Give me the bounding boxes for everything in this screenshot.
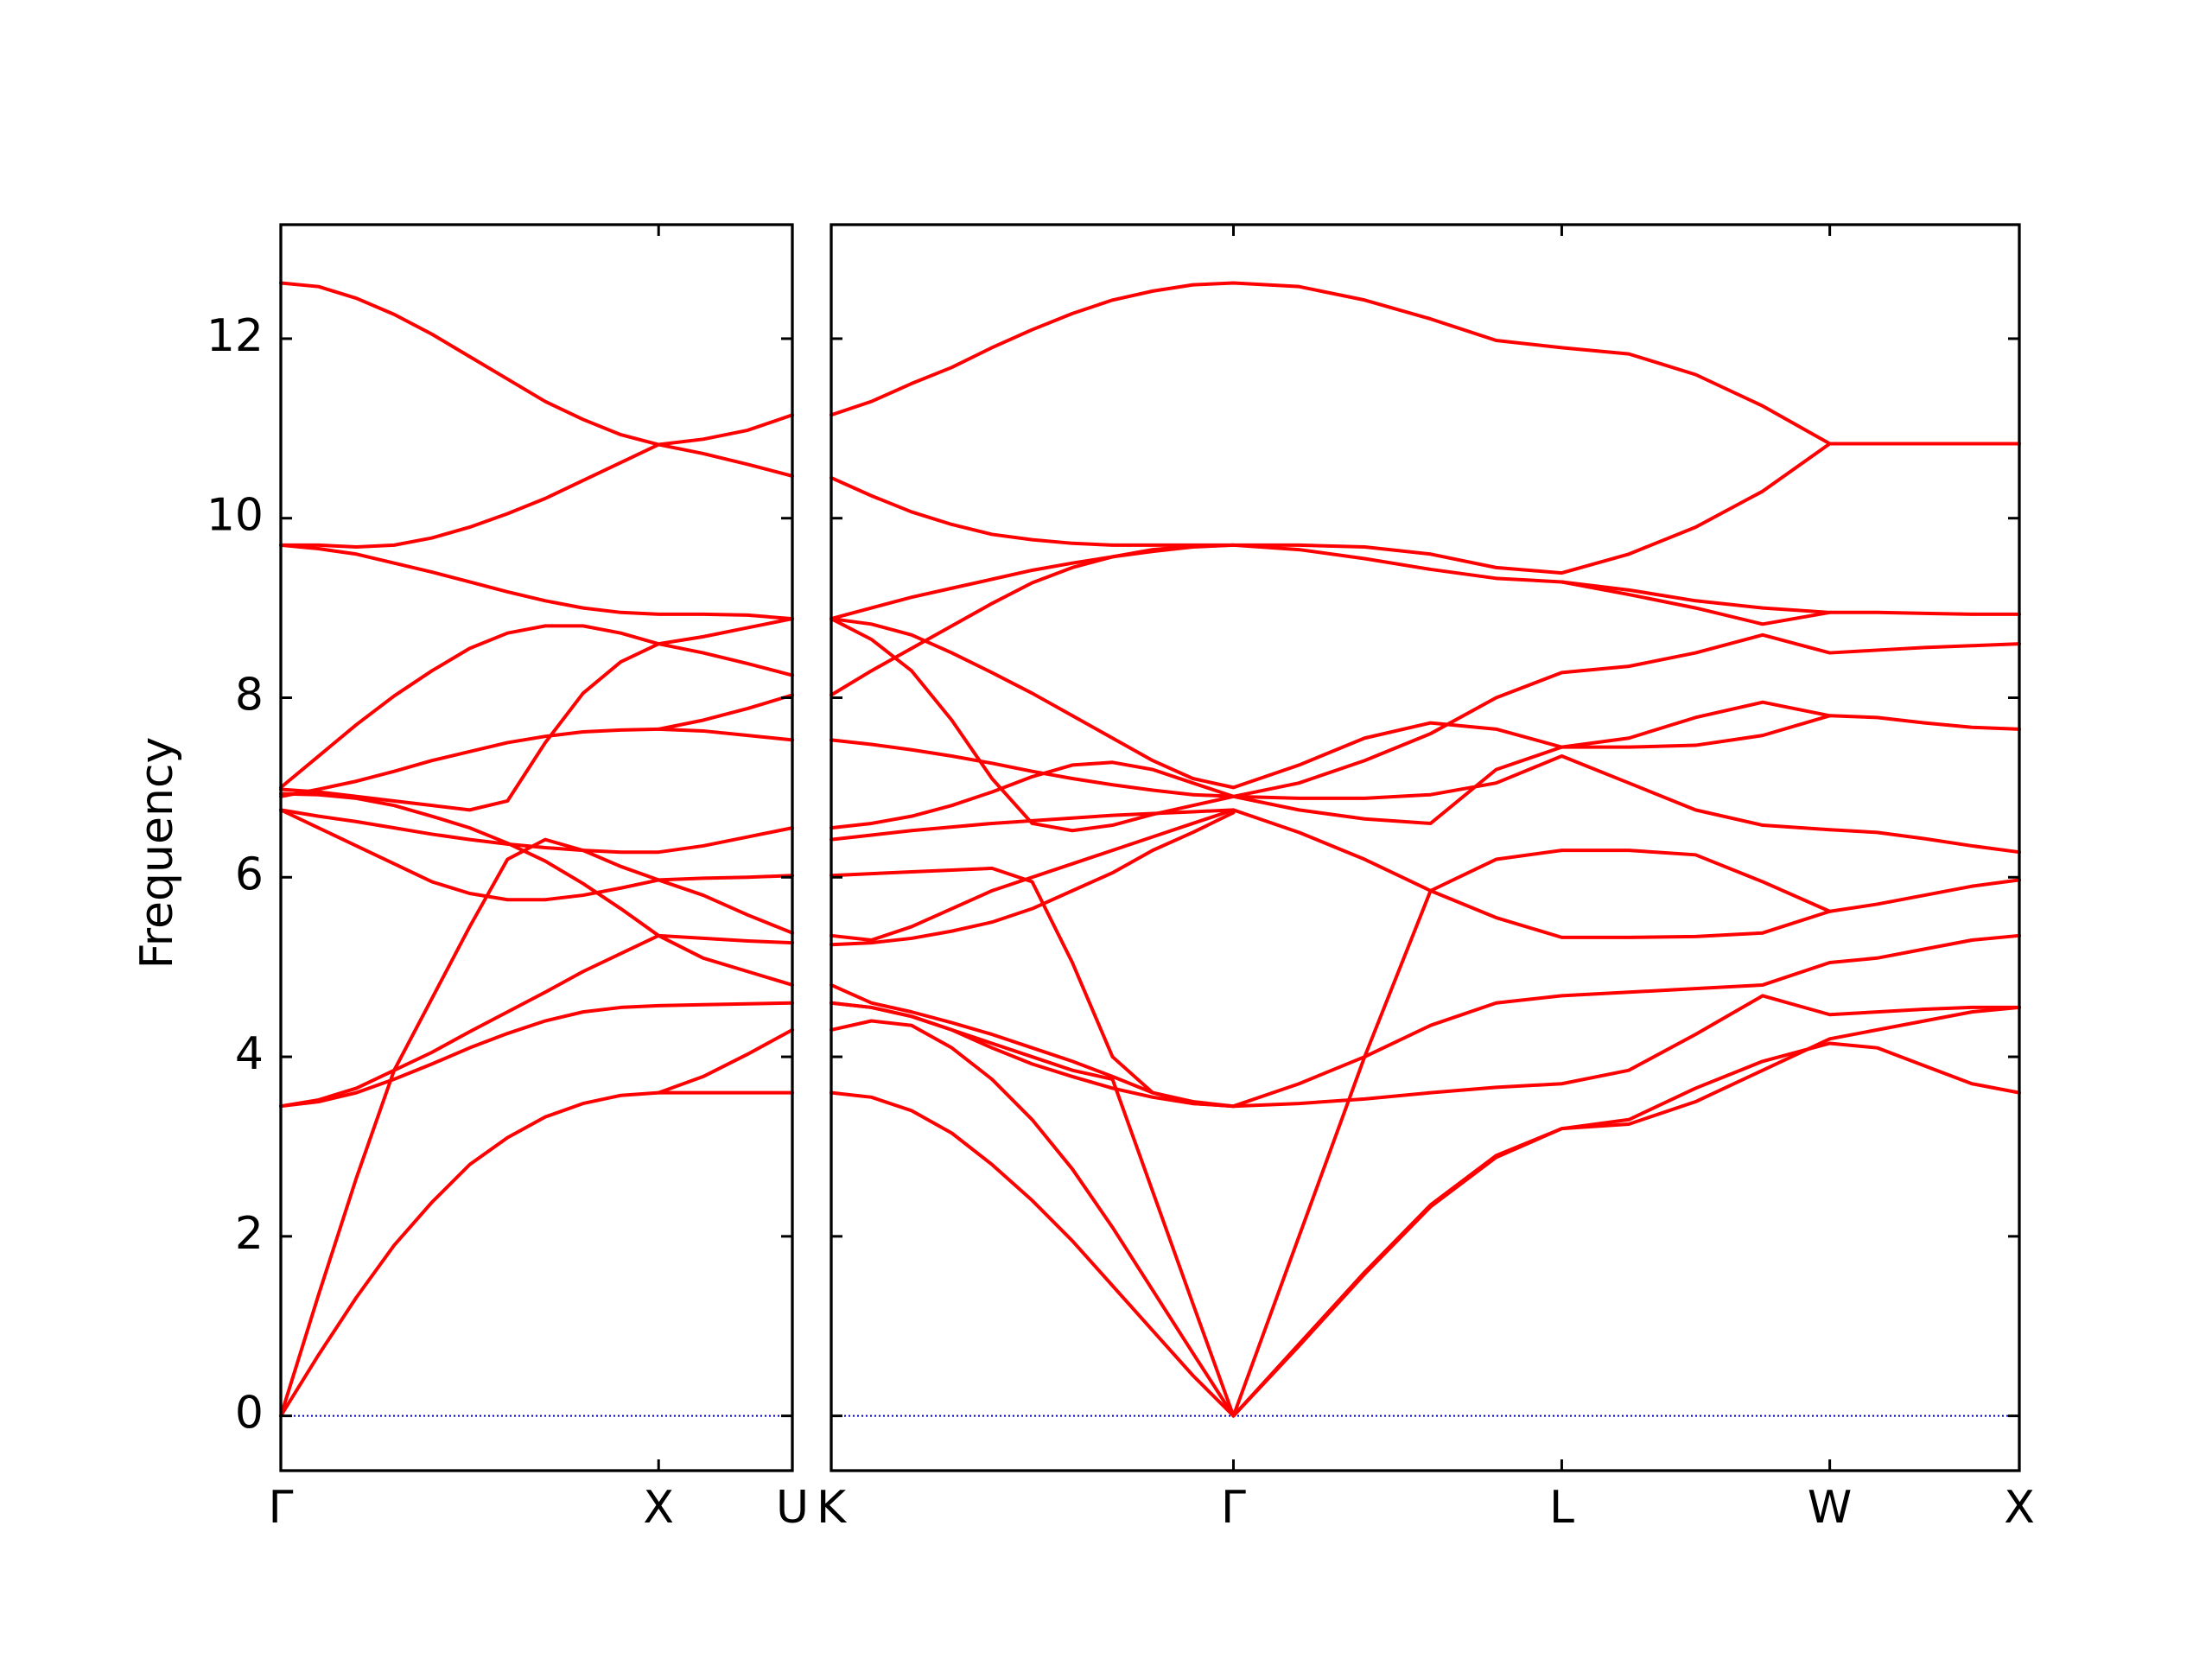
band-line [830, 700, 1832, 830]
band-line [830, 810, 1236, 947]
band-line [657, 878, 794, 935]
x-tick-label: U [776, 1482, 809, 1534]
band-line [657, 693, 794, 731]
x-tick-label: Γ [269, 1482, 294, 1534]
band-line [830, 866, 2021, 1109]
band-line [657, 1027, 794, 1095]
band-line [830, 1005, 2021, 1418]
x-tick-label: K [817, 1482, 848, 1534]
x-tick-label: L [1549, 1482, 1574, 1534]
x-tick-label: X [2004, 1482, 2035, 1534]
x-tick-label: Γ [1221, 1482, 1246, 1534]
band-line [830, 994, 2021, 1109]
band-line [830, 982, 1236, 1109]
band-line [279, 1001, 794, 1109]
band-line [279, 808, 794, 902]
band-line [279, 624, 794, 790]
x-tick-label: W [1808, 1482, 1852, 1534]
band-line [279, 617, 794, 812]
y-axis-label: Frequency [131, 737, 183, 969]
band-line [279, 791, 794, 945]
band-line [830, 617, 2021, 790]
band-line [830, 632, 2021, 798]
x-tick-label: X [643, 1482, 674, 1534]
y-tick-label: 4 [235, 1028, 264, 1080]
band-line [279, 837, 661, 1418]
band-line [830, 808, 2021, 939]
band-line [830, 808, 1236, 943]
band-line [830, 543, 1832, 697]
band-line [279, 727, 794, 798]
band-line [279, 808, 794, 855]
band-line [279, 442, 794, 549]
plot-frame [830, 223, 2021, 1472]
y-tick-label: 12 [207, 310, 264, 362]
band-line [279, 281, 794, 447]
y-tick-label: 2 [235, 1208, 264, 1260]
band-line [279, 1090, 794, 1418]
band-line [830, 617, 2021, 855]
y-tick-label: 10 [207, 490, 264, 542]
band-line [830, 543, 2021, 621]
plot-frame [279, 223, 794, 1472]
y-tick-label: 8 [235, 670, 264, 721]
band-line [279, 543, 794, 621]
y-tick-label: 0 [235, 1388, 264, 1440]
y-tick-label: 6 [235, 849, 264, 900]
band-line [279, 933, 794, 1109]
band-line [830, 281, 2021, 446]
